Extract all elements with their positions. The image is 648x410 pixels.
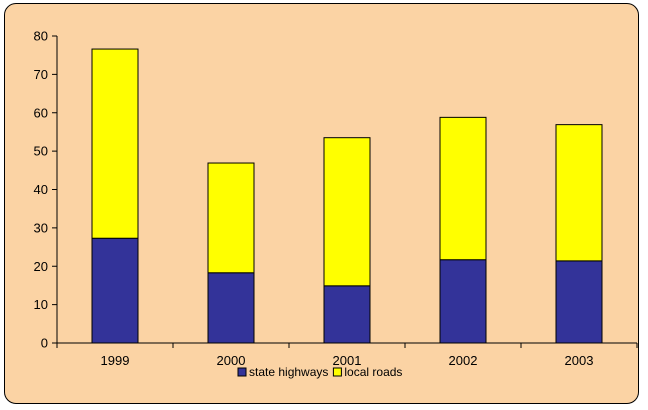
bar-state-highways-2000	[207, 272, 255, 344]
bar-state-highways-1999	[91, 237, 139, 344]
bar-local-roads-2003	[555, 124, 603, 262]
bar-state-highways-2002	[439, 259, 487, 344]
y-tick-label: 40	[34, 182, 48, 197]
y-axis: 0 10 20 30 40 50 60 70 80	[34, 29, 58, 351]
y-tick-label: 0	[41, 336, 48, 351]
y-tick-label: 60	[34, 105, 48, 120]
legend-swatch-state-highways	[237, 367, 247, 377]
x-tick-label: 1999	[101, 353, 130, 368]
bar-state-highways-2001	[323, 285, 371, 344]
y-tick-label: 80	[34, 29, 48, 44]
y-tick-label: 70	[34, 67, 48, 82]
x-tick-label: 2002	[449, 353, 478, 368]
y-tick-label: 20	[34, 259, 48, 274]
bar-local-roads-1999	[91, 48, 139, 239]
bar-local-roads-2001	[323, 137, 371, 287]
legend-swatch-local-roads	[332, 367, 342, 377]
bars	[91, 48, 603, 344]
y-tick-label: 30	[34, 220, 48, 235]
x-tick-label: 2003	[565, 353, 594, 368]
legend-label: state highways	[249, 365, 328, 379]
x-tick-label: 2000	[217, 353, 246, 368]
y-tick-label: 10	[34, 297, 48, 312]
x-tick-label: 2001	[333, 353, 362, 368]
bar-local-roads-2002	[439, 116, 487, 261]
bar-local-roads-2000	[207, 162, 255, 274]
bar-state-highways-2003	[555, 260, 603, 344]
y-tick-label: 50	[34, 144, 48, 159]
legend-label: local roads	[344, 365, 402, 379]
legend: state highways local roads	[237, 365, 402, 379]
